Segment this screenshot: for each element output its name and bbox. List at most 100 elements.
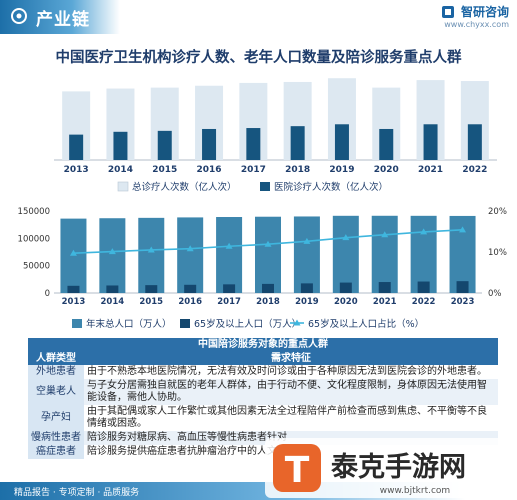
- bar-hospital-visits: [467, 124, 482, 160]
- bar-hospital-visits: [113, 131, 128, 160]
- table-cell-type: 癌症患者: [28, 445, 84, 459]
- bar-total-population: [177, 217, 204, 293]
- legend-label: 医院诊疗人次数（亿人次）: [274, 181, 388, 193]
- table-cell-desc: 由于不熟悉本地医院情况，无法有效及时问诊或由于各种原因无法到医院会诊的外地患者。: [84, 365, 498, 379]
- table-row: 孕产妇 由于其配偶或家人工作繁忙或其他因素无法全过程陪伴产前检查而感到焦虑、不平衡…: [28, 405, 498, 431]
- point-elderly-ratio: [186, 245, 194, 252]
- population-table: 中国陪诊服务对象的重点人群 人群类型 需求特征 外地患者 由于不熟悉本地医院情况，…: [28, 338, 498, 459]
- watermark-logo: T 泰克手游网 www.bjtkrt.com: [265, 438, 515, 498]
- bar-hospital-visits: [157, 130, 172, 160]
- point-elderly-ratio: [459, 226, 467, 233]
- legend-label: 65岁及以上人口（万人）: [194, 318, 301, 330]
- bar-total-population: [371, 215, 398, 293]
- x-tick-label: 2014: [101, 297, 125, 307]
- bar-hospital-visits: [334, 124, 349, 160]
- bar-hospital-visits: [69, 134, 84, 160]
- bar-total-population: [410, 215, 437, 293]
- legend-swatch: [117, 181, 129, 192]
- legend-swatch: [180, 319, 190, 328]
- table-cell-desc: 由于其配偶或家人工作繁忙或其他因素无法全过程陪伴产前检查而感到焦虑、不平衡等不良…: [84, 405, 498, 431]
- chain-icon: [11, 8, 27, 24]
- legend-label: 总诊疗人次数（亿人次）: [132, 181, 237, 193]
- bar-total-population: [216, 217, 243, 293]
- y2-tick-label: 20%: [488, 207, 507, 217]
- x-tick-label: 2013: [64, 165, 89, 175]
- chart-visits: 2013 2014 2015 2016 2017 2018 2019 2020 2021 2022…: [54, 78, 497, 193]
- y2-tick-label: 10%: [488, 248, 507, 258]
- bar-elderly-population: [339, 282, 352, 293]
- bar-elderly-population: [378, 282, 391, 293]
- x-tick-label: 2018: [256, 297, 280, 307]
- point-elderly-ratio: [342, 234, 350, 241]
- bar-total-population: [255, 216, 281, 293]
- point-elderly-ratio: [303, 237, 311, 244]
- x-tick-label: 2019: [329, 165, 354, 175]
- table-cell-type: 慢病性患者: [28, 431, 84, 445]
- table-title: 中国陪诊服务对象的重点人群: [28, 338, 498, 352]
- point-elderly-ratio: [225, 242, 233, 249]
- point-elderly-ratio: [264, 240, 272, 247]
- legend-label: 年末总人口（万人）: [86, 318, 172, 330]
- x-tick-label: 2017: [241, 165, 266, 175]
- main-title: 中国医疗卫生机构诊疗人数、老年人口数量及陪诊服务重点人群: [55, 50, 462, 66]
- table-cell-type: 外地患者: [28, 365, 84, 379]
- brand-name: 智研咨询: [460, 5, 509, 19]
- bar-hospital-visits: [379, 128, 394, 160]
- bar-hospital-visits: [202, 128, 217, 160]
- legend-swatch: [72, 319, 82, 328]
- page-header: 产业链 智研咨询 www.chyxx.com: [0, 0, 517, 34]
- x-tick-label: 2020: [374, 165, 399, 175]
- point-elderly-ratio: [108, 248, 116, 255]
- watermark-name: 泰克手游网: [331, 451, 466, 483]
- point-elderly-ratio: [420, 228, 428, 235]
- bar-hospital-visits: [423, 124, 438, 160]
- bar-elderly-population: [456, 281, 469, 293]
- bar-elderly-population: [223, 284, 236, 293]
- x-tick-label: 2016: [197, 165, 222, 175]
- x-tick-label: 2023: [451, 297, 475, 307]
- legend-marker: [293, 319, 301, 326]
- bar-hospital-visits: [290, 126, 305, 160]
- x-tick-label: 2013: [62, 297, 86, 307]
- point-elderly-ratio: [381, 231, 389, 238]
- x-tick-label: 2016: [178, 297, 202, 307]
- brand-logo-icon: [442, 6, 454, 18]
- bar-elderly-population: [67, 285, 80, 293]
- bar-hospital-visits: [246, 128, 261, 160]
- legend-label: 65岁及以上人口占比（%）: [308, 318, 424, 330]
- table-header-desc: 需求特征: [84, 352, 498, 365]
- bar-elderly-population: [106, 285, 119, 293]
- x-tick-label: 2019: [295, 297, 319, 307]
- bar-total-population: [293, 216, 320, 293]
- table-cell-desc: 与子女分居需独自就医的老年人群体，由于行动不便、文化程度限制，身体原因无法使用智…: [84, 379, 498, 405]
- bar-elderly-population: [262, 283, 274, 293]
- chart-population: 0 50000 100000 150000 0% 10% 20% 2013 2014 2015 20…: [18, 207, 507, 330]
- point-elderly-ratio: [147, 246, 155, 253]
- table-cell-type: 孕产妇: [28, 405, 84, 431]
- x-tick-label: 2022: [462, 165, 487, 175]
- table-header-type: 人群类型: [28, 352, 84, 365]
- y-tick-label: 100000: [18, 234, 50, 244]
- point-elderly-ratio: [69, 249, 77, 256]
- y-tick-label: 0: [45, 289, 50, 299]
- bar-elderly-population: [145, 285, 158, 293]
- x-tick-label: 2020: [334, 297, 358, 307]
- x-tick-label: 2021: [418, 165, 443, 175]
- bar-elderly-population: [417, 281, 430, 293]
- brand-url: www.chyxx.com: [444, 20, 509, 29]
- header-title: 产业链: [36, 10, 90, 30]
- bar-total-population: [332, 215, 359, 293]
- x-tick-label: 2021: [373, 297, 397, 307]
- x-tick-label: 2014: [108, 165, 133, 175]
- bar-elderly-population: [184, 284, 197, 293]
- table-row: 空巢老人 与子女分居需独自就医的老年人群体，由于行动不便、文化程度限制，身体原因无…: [28, 379, 498, 405]
- bar-total-population: [138, 217, 165, 293]
- brand: 智研咨询 www.chyxx.com: [444, 3, 509, 29]
- legend-swatch: [260, 182, 270, 191]
- table-row: 外地患者 由于不熟悉本地医院情况，无法有效及时问诊或由于各种原因无法到医院会诊的外…: [28, 365, 498, 379]
- bar-total-population: [60, 218, 87, 293]
- footer-text: 精品报告 · 专项定制 · 品质服务: [14, 488, 140, 498]
- bar-elderly-population: [300, 283, 313, 293]
- table-cell-type: 空巢老人: [28, 379, 84, 405]
- bar-total-population: [99, 218, 126, 293]
